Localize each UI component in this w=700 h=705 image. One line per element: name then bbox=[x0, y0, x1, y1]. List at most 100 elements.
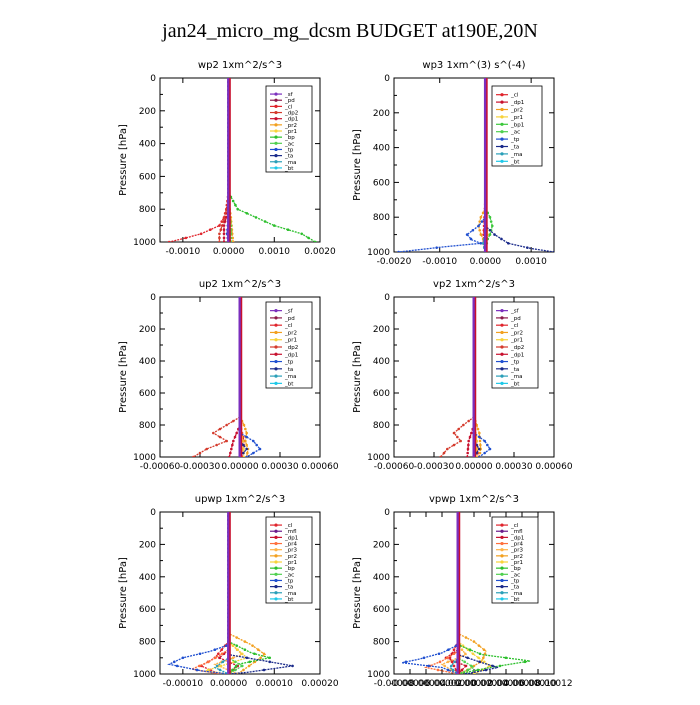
series-point bbox=[252, 439, 255, 443]
legend-marker bbox=[274, 117, 278, 121]
series-point bbox=[314, 240, 317, 242]
series-point bbox=[446, 660, 450, 664]
series-point bbox=[466, 455, 469, 457]
series-point bbox=[233, 435, 237, 439]
series-point bbox=[231, 443, 234, 447]
series-point bbox=[452, 652, 456, 656]
series-point bbox=[461, 644, 465, 647]
legend-marker bbox=[274, 367, 278, 371]
legend-box bbox=[265, 516, 313, 604]
x-tick-label: 0.00030 bbox=[261, 462, 298, 472]
series-point bbox=[222, 228, 226, 231]
series-point bbox=[422, 656, 426, 660]
series-point bbox=[465, 233, 469, 236]
legend-marker bbox=[274, 374, 278, 378]
series-point bbox=[219, 228, 223, 231]
legend-marker bbox=[274, 323, 278, 327]
series-point bbox=[450, 664, 453, 668]
series-point bbox=[258, 447, 262, 451]
series-point bbox=[486, 443, 489, 447]
series-point bbox=[195, 668, 199, 672]
chart-panel-5: upwp 1xm^2/s^3 Pressure [hPa] 0 200 400 600 80… bbox=[118, 494, 339, 689]
y-tick-label: 600 bbox=[373, 605, 390, 615]
series-point bbox=[452, 443, 456, 447]
series-point bbox=[243, 640, 247, 643]
x-tick-label: -0.0020 bbox=[377, 257, 412, 267]
series-point bbox=[245, 212, 249, 215]
series-line-bp bbox=[457, 512, 531, 674]
series-point bbox=[254, 216, 258, 219]
y-tick-label: 200 bbox=[139, 325, 156, 335]
chart-panel-6: vpwp 1xm^2/s^3 Pressure [hPa] 0 200 400 600 80… bbox=[352, 494, 573, 689]
legend-marker bbox=[500, 591, 504, 595]
legend-label-dp2: _dp2 bbox=[510, 345, 524, 351]
series-point bbox=[252, 451, 255, 455]
series-point bbox=[229, 451, 232, 455]
series-point bbox=[253, 652, 256, 656]
series-point bbox=[466, 447, 470, 451]
series-point bbox=[242, 455, 246, 457]
series-point bbox=[523, 660, 527, 664]
series-point bbox=[482, 660, 486, 664]
series-point bbox=[220, 220, 224, 223]
series-line-dp1 bbox=[228, 297, 241, 457]
series-line-pr1 bbox=[205, 512, 249, 674]
legend-label-sf: _sf bbox=[284, 92, 294, 98]
series-point bbox=[247, 664, 251, 668]
series-point bbox=[242, 443, 245, 447]
y-tick-label: 0 bbox=[384, 293, 390, 303]
series-point bbox=[464, 672, 468, 674]
chart-panel-3: up2 1xm^2/s^3 Pressure [hPa] 0 200 400 600 800… bbox=[118, 279, 339, 472]
x-tick-label: 0.00000 bbox=[455, 462, 492, 472]
series-point bbox=[506, 242, 510, 245]
legend-marker bbox=[500, 535, 504, 539]
series-point bbox=[446, 656, 449, 660]
series-point bbox=[198, 451, 202, 455]
series-point bbox=[218, 668, 222, 672]
legend-label-cl: _cl bbox=[510, 93, 519, 99]
legend-marker bbox=[274, 523, 278, 527]
series-point bbox=[467, 439, 470, 443]
legend-marker bbox=[274, 123, 278, 127]
series-point bbox=[231, 240, 235, 242]
legend-label-cl: _cl bbox=[510, 323, 519, 329]
y-tick-label: 600 bbox=[139, 172, 156, 182]
x-tick-label: 0.00002 bbox=[455, 679, 492, 689]
legend-label-pr1: _pr1 bbox=[510, 338, 523, 344]
legend-box bbox=[491, 301, 539, 389]
series-point bbox=[482, 648, 486, 651]
series-point bbox=[222, 652, 226, 656]
y-tick-label: 200 bbox=[373, 325, 390, 335]
series-point bbox=[207, 660, 210, 664]
y-tick-label: 200 bbox=[373, 540, 390, 550]
y-axis-label: Pressure [hPa] bbox=[118, 124, 129, 196]
y-tick-label: 0 bbox=[150, 74, 156, 84]
legend-marker bbox=[500, 367, 504, 371]
series-point bbox=[216, 652, 220, 656]
y-tick-label: 800 bbox=[139, 421, 156, 431]
legend-label-dp1: _dp1 bbox=[284, 117, 298, 123]
series-line-pr4 bbox=[189, 512, 230, 674]
y-tick-label: 200 bbox=[373, 109, 390, 119]
series-point bbox=[220, 652, 224, 656]
series-point bbox=[262, 652, 266, 656]
x-tick-label: 0.00020 bbox=[301, 679, 338, 689]
legend-marker bbox=[274, 166, 278, 170]
series-point bbox=[404, 660, 408, 664]
series-point bbox=[480, 220, 484, 223]
series-point bbox=[477, 224, 480, 228]
y-tick-label: 1000 bbox=[133, 453, 156, 463]
legend-marker bbox=[500, 144, 504, 149]
legend: _cl_mfl_dp1_pr4_pr3_pr2_pr1_bp_ac_tp_ta_… bbox=[265, 516, 313, 604]
x-tick-label: -0.00030 bbox=[414, 462, 455, 472]
series-point bbox=[268, 656, 272, 660]
series-point bbox=[307, 236, 310, 240]
legend-label-pr1: _pr1 bbox=[510, 560, 523, 566]
legend-marker bbox=[500, 107, 504, 112]
series-point bbox=[471, 652, 475, 656]
legend: _sf_pd_cl_pr2 _pr1_dp2_dp1 _tp_ta_ma_bt bbox=[491, 301, 539, 389]
series-point bbox=[243, 648, 247, 651]
series-point bbox=[225, 423, 228, 427]
legend-marker bbox=[500, 122, 504, 126]
legend-marker bbox=[274, 585, 278, 589]
